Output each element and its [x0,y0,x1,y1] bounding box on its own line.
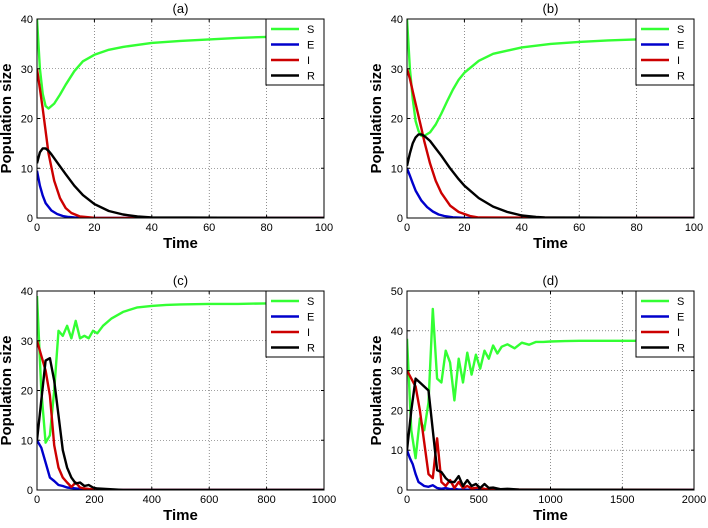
x-tick-label: 2000 [682,494,706,506]
y-tick-label: 10 [21,163,33,175]
y-tick-label: 30 [21,64,33,76]
legend-label-S: S [677,296,684,308]
y-tick-label: 20 [391,114,403,126]
series-line-E [37,170,324,218]
legend-label-E: E [307,312,314,324]
x-tick-label: 80 [630,222,642,234]
legend-label-E: E [307,40,314,52]
chart-panel-1: 0 20 40 60 80 100 0 10 20 30 40 (b) Time Population s… [368,1,703,252]
legend-label-S: S [677,24,684,36]
x-tick-label: 0 [404,222,410,234]
x-tick-label: 80 [260,222,272,234]
y-tick-label: 0 [27,213,33,225]
x-tick-label: 40 [146,222,158,234]
y-axis-label: Population size [0,335,15,445]
series-line-R [37,357,324,490]
y-tick-label: 0 [27,485,33,497]
y-tick-label: 30 [391,64,403,76]
legend-label-R: R [677,71,685,83]
x-tick-label: 1000 [538,494,562,506]
legend-label-E: E [677,40,684,52]
series-line-S [37,295,267,444]
x-tick-label: 60 [573,222,585,234]
series-line-I [407,68,694,218]
y-tick-label: 30 [391,366,403,378]
series-line-S [37,19,267,110]
y-tick-label: 0 [397,213,403,225]
series-line-R [407,377,694,490]
x-tick-label: 60 [203,222,215,234]
x-axis-label: Time [163,235,198,252]
chart-title: (a) [173,1,189,16]
x-tick-label: 20 [458,222,470,234]
legend-label-I: I [307,55,310,67]
y-axis-label: Population size [368,63,385,173]
x-tick-label: 200 [85,494,103,506]
x-tick-label: 100 [685,222,703,234]
x-tick-label: 100 [315,222,333,234]
series-line-S [407,307,666,460]
legend-label-E: E [677,312,684,324]
y-tick-label: 20 [21,114,33,126]
legend-label-R: R [677,343,685,355]
x-tick-label: 0 [404,494,410,506]
y-tick-label: 30 [21,336,33,348]
x-tick-label: 500 [470,494,488,506]
chart-panel-3: 0 500 1000 1500 2000 0 10 20 30 40 50 (d) Time Popula… [368,273,706,524]
legend-label-I: I [677,327,680,339]
legend-label-S: S [307,24,314,36]
y-tick-label: 40 [391,326,403,338]
series-line-I [407,370,694,490]
chart-panel-0: 0 20 40 60 80 100 0 10 20 30 40 (a) Time Population s… [0,1,333,252]
x-tick-label: 1500 [610,494,634,506]
chart-panel-2: 0 200 400 600 800 1000 0 10 20 30 40 (c) Time Populat… [0,273,336,524]
x-tick-label: 800 [257,494,275,506]
y-axis-label: Population size [0,63,15,173]
y-tick-label: 20 [391,405,403,417]
x-tick-label: 400 [143,494,161,506]
x-tick-label: 0 [34,222,40,234]
x-tick-label: 40 [516,222,528,234]
chart-title: (d) [543,273,559,288]
legend-label-I: I [307,327,310,339]
y-tick-label: 40 [21,286,33,298]
x-tick-label: 600 [200,494,218,506]
y-tick-label: 10 [391,163,403,175]
series-line-R [37,147,324,218]
x-tick-label: 20 [88,222,100,234]
chart-title: (b) [543,1,559,16]
y-tick-label: 40 [391,14,403,26]
y-tick-label: 50 [391,286,403,298]
x-axis-label: Time [163,507,198,524]
y-tick-label: 0 [397,485,403,497]
y-tick-label: 10 [21,435,33,447]
legend-label-R: R [307,343,315,355]
legend-label-I: I [677,55,680,67]
y-axis-label: Population size [368,335,385,445]
x-tick-label: 0 [34,494,40,506]
series-line-S [407,19,694,138]
x-axis-label: Time [533,235,568,252]
y-tick-label: 10 [391,445,403,457]
legend-label-R: R [307,71,315,83]
x-tick-label: 1000 [312,494,336,506]
chart-title: (c) [173,273,188,288]
legend-label-S: S [307,296,314,308]
series-line-R [407,133,694,218]
y-tick-label: 40 [21,14,33,26]
y-tick-label: 20 [21,386,33,398]
x-axis-label: Time [533,507,568,524]
